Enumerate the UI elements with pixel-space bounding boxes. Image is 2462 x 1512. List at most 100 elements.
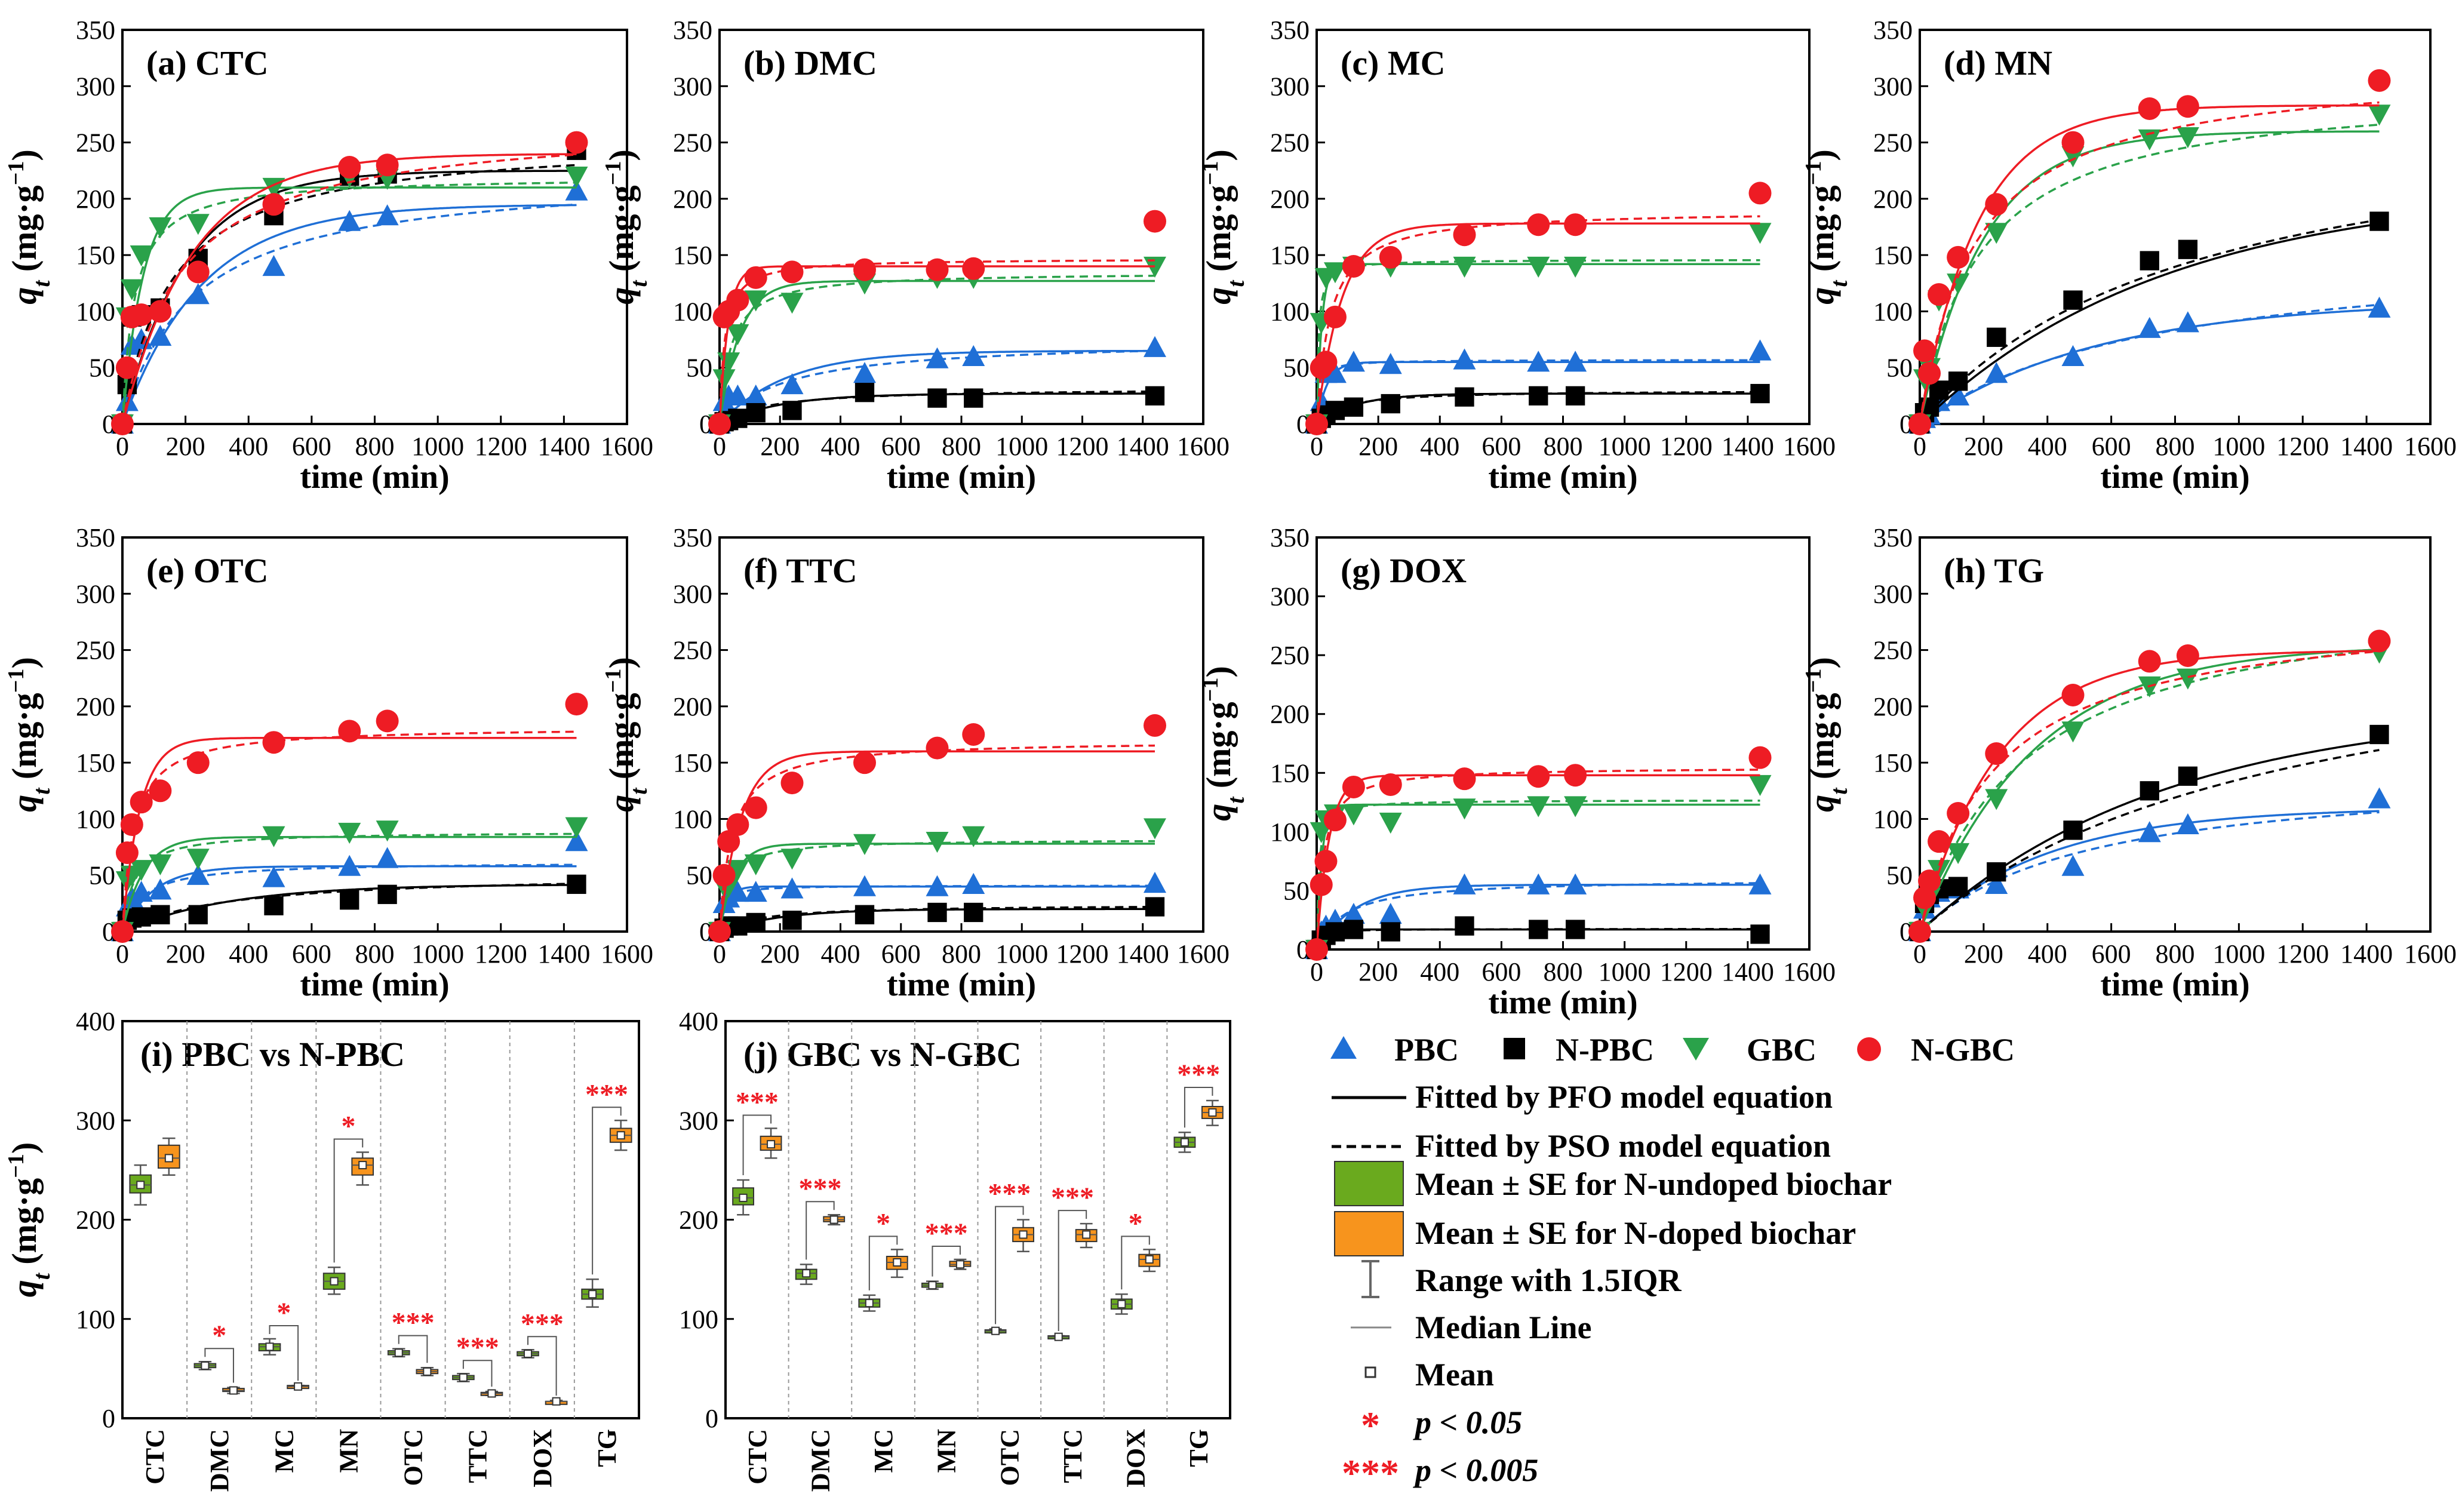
panel-a-xtick-label: 800 [355,432,395,461]
panel-b-n-gbc-point [1144,210,1166,233]
panel-d-n-gbc-point [1908,413,1931,435]
panel-i-mc-doped-mean [294,1382,303,1391]
panel-f-pbc-point [726,881,749,902]
panel-d-n-pbc-point [1987,327,2006,347]
panel-c-xtick-label: 1200 [1660,432,1713,461]
panel-g-gbc-point [1564,796,1587,818]
panel-j-title: (j) GBC vs N-GBC [743,1035,1022,1074]
panel-h-pbc-point [2368,787,2391,809]
panel-b-n-pbc-point [855,383,875,402]
legend-median-label: Median Line [1415,1310,1592,1345]
panel-f-ytick-label: 250 [673,636,712,665]
panel-c-pbc-point [1748,339,1772,361]
panel-h-gbc-point [1947,843,1970,864]
panel-e-ytick-label: 150 [76,748,115,777]
panel-f-xtick-label: 200 [760,939,800,969]
panel-h-ytick-label: 350 [1873,523,1913,552]
panel-e-n-pbc-point [377,884,397,904]
panel-h-n-gbc-point [1928,830,1951,853]
legend-range-label: Range with 1.5IQR [1415,1262,1682,1298]
panel-c-n-pbc-point [1381,394,1400,414]
panel-f-ytick-label: 300 [673,579,712,609]
panel-e-ytick-label: 200 [76,692,115,721]
panel-d-ytick-label: 250 [1873,128,1913,158]
panel-g-xtick-label: 400 [1420,957,1459,987]
panel-g-title: (g) DOX [1341,551,1467,590]
panel-c-xtick-label: 1400 [1722,432,1774,461]
panel-f-ytick-label: 0 [699,917,712,946]
panel-d-n-gbc-point [2061,131,2085,154]
panel-c-pbc-point [1527,351,1550,372]
panel-e-n-gbc-point [120,813,143,836]
panel-d-xtick-label: 0 [1913,432,1926,461]
panel-g-gbc-point [1342,804,1365,826]
legend-p2-label: p < 0.005 [1413,1452,1538,1488]
panel-j-ytick-label: 200 [679,1206,718,1235]
panel-f-title: (f) TTC [743,551,857,590]
panel-h-gbc-point [2061,721,2085,743]
panel-b-ytick-label: 350 [673,16,712,45]
panel-j-ytick-label: 0 [705,1404,718,1433]
panel-d-n-pbc-point [2178,239,2198,259]
panel-i-otc-bracket [398,1335,428,1363]
panel-i-category-label: DOX [528,1429,557,1488]
panel-e-ytick-label: 100 [76,804,115,834]
panel-f-ylabel: qt (mg·g−1) [601,657,652,812]
panel-h-pbc-point [2176,813,2199,835]
panel-h-xlabel: time (min) [2100,966,2249,1003]
panel-g-ytick-label: 200 [1270,700,1310,729]
panel-a-pbc-point [565,179,588,201]
panel-b-n-gbc-point [726,288,749,312]
panel-c-n-gbc-point [1379,245,1402,269]
panel-b-gbc-point [780,293,804,314]
legend-ngbc-label: N-GBC [1911,1032,2015,1068]
panel-c-gbc-point [1527,256,1550,278]
panel-j-mn-significance: *** [925,1218,968,1249]
panel-h-xtick-label: 1600 [2404,939,2457,969]
panel-f-n-gbc-pso-fit [720,744,1155,932]
panel-g-n-gbc-point [1310,873,1333,896]
panel-e-n-pbc-point [340,890,359,910]
panel-j-mc-undoped-mean [865,1299,874,1308]
panel-b-pbc-point [853,362,876,383]
panel-a-pbc-point [149,324,172,346]
panel-f-xtick-label: 1200 [1056,939,1109,969]
panel-a-n-gbc-point [111,413,134,435]
panel-d-pbc-point [1985,362,2008,383]
panel-j-ttc-bracket [1058,1210,1087,1332]
panel-g-n-pbc-point [1455,916,1474,936]
panel-b-n-pbc-point [1145,386,1165,406]
legend-pbc-marker [1330,1036,1357,1059]
panel-f-pbc-point [853,875,876,896]
panel-i-ttc-bracket [462,1360,493,1387]
panel-a-ytick-label: 0 [102,410,115,439]
panel-j-otc-bracket [995,1206,1024,1324]
panel-g-n-pbc-point [1344,920,1364,939]
panel-d-xtick-label: 1400 [2340,432,2393,461]
panel-g-xtick-label: 200 [1358,957,1398,987]
panel-h-pbc-point [1985,872,2008,894]
panel-g-frame [1315,536,1811,951]
panel-i-category-label: OTC [399,1429,428,1486]
panel-g-pbc-point [1453,873,1476,895]
panel-f-n-pbc-point [1145,897,1165,917]
panel-e: 0 200 400 600 800 1000 1200 1400 1600 0 50 100 150 20… [4,523,653,1003]
panel-j-tg-bracket [1184,1087,1213,1128]
panel-i-title: (i) PBC vs N-PBC [140,1035,405,1074]
panel-j-otc-undoped-mean [991,1326,1000,1335]
panel-g-n-gbc-point [1323,809,1347,832]
panel-e-ytick-label: 0 [102,917,115,946]
panel-i-tg-undoped-mean [588,1290,597,1299]
panel-c-title: (c) MC [1341,44,1446,82]
panel-h-ytick-label: 150 [1873,748,1913,777]
legend-p1-symbol: * [1361,1404,1380,1446]
panel-e-n-gbc-point [376,709,399,733]
panel-b-xtick-label: 600 [881,432,921,461]
panel-d-gbc-point [1985,223,2008,244]
panel-c-ytick-label: 200 [1270,185,1310,214]
panel-h-xtick-label: 0 [1913,939,1926,969]
panel-a-n-gbc-point [115,356,139,379]
panel-i-ytick-label: 200 [76,1206,115,1235]
panel-d-xtick-label: 1200 [2276,432,2329,461]
panel-b-ytick-label: 150 [673,241,712,270]
